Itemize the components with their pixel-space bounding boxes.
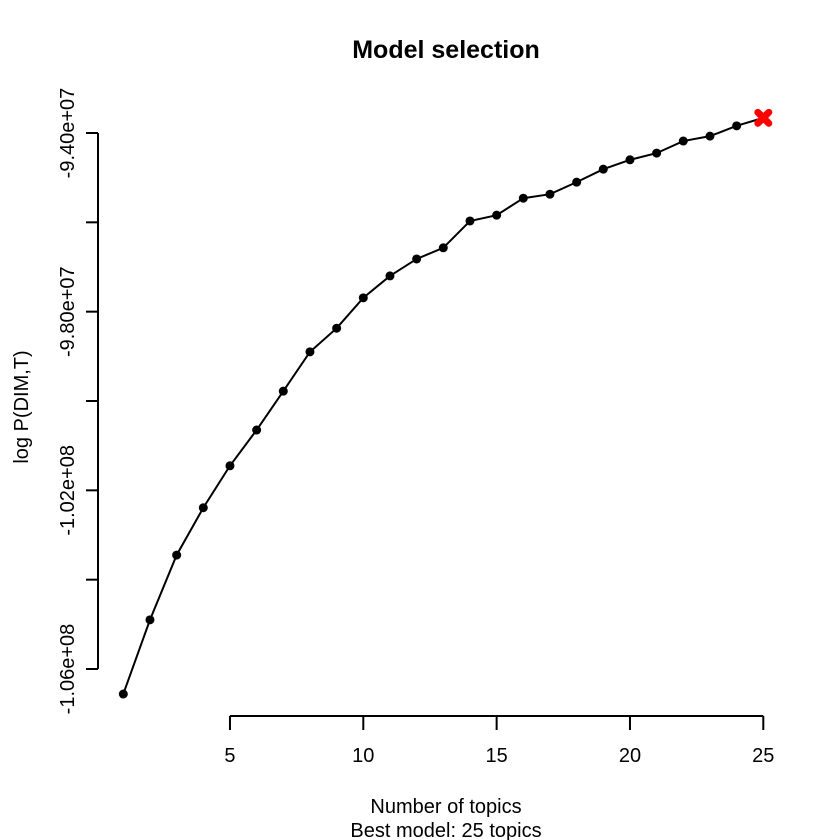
series-line [122, 116, 764, 695]
data-point [572, 177, 582, 187]
data-point [732, 121, 742, 131]
best-model-x-stroke [754, 108, 773, 127]
data-point [145, 615, 155, 625]
data-point [652, 148, 662, 158]
y-tick-label: -9.40e+07 [57, 88, 79, 179]
data-point [225, 461, 235, 471]
x-axis: 5 10 15 20 25 [224, 715, 774, 767]
y-tick-label: -1.02e+08 [57, 445, 79, 536]
data-point [598, 164, 608, 174]
x-axis-label: Number of topics [370, 796, 521, 818]
y-tick-label: -1.06e+08 [57, 624, 79, 715]
data-point [438, 243, 448, 253]
data-point [198, 503, 208, 513]
data-point [412, 254, 422, 264]
best-model-marker [754, 108, 773, 127]
x-tick-label: 20 [619, 745, 641, 767]
data-point [492, 210, 502, 220]
x-tick-label: 25 [752, 745, 774, 767]
data-point [332, 323, 342, 333]
data-point [705, 131, 715, 141]
data-point [678, 136, 688, 146]
data-point [385, 271, 395, 281]
data-point [172, 550, 182, 560]
data-point [252, 425, 262, 435]
chart-title: Model selection [352, 36, 540, 64]
x-tick-label: 15 [486, 745, 508, 767]
x-tick-label: 10 [352, 745, 374, 767]
data-point [625, 155, 635, 165]
chart-subtitle: Best model: 25 topics [350, 820, 541, 840]
y-axis: -9.40e+07 -9.80e+07 -1.02e+08 -1.06e+08 [57, 88, 99, 715]
data-point [465, 216, 475, 226]
data-series [118, 113, 768, 699]
x-tick-label: 5 [224, 745, 235, 767]
data-point [278, 386, 288, 396]
data-point [305, 347, 315, 357]
y-tick-label: -9.80e+07 [57, 266, 79, 357]
y-axis-label: log P(DIM,T) [11, 350, 33, 463]
data-point [118, 689, 128, 699]
data-point [358, 293, 368, 303]
data-point [545, 189, 555, 199]
data-point [518, 193, 528, 203]
